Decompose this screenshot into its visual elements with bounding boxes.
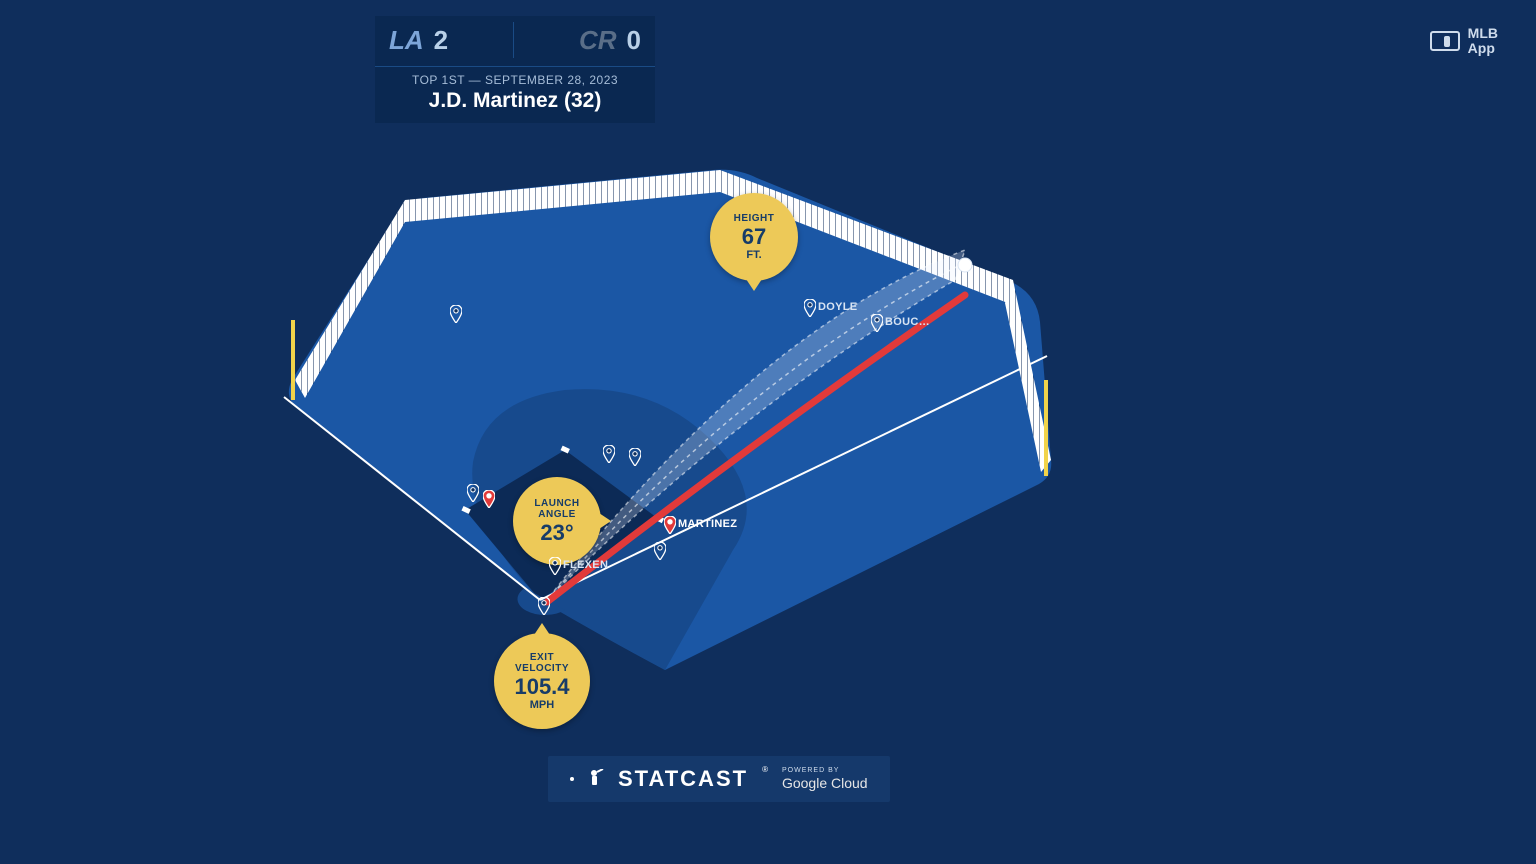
home-score: 0	[627, 25, 641, 56]
player-pin-ss2	[467, 484, 479, 502]
height-value: 67	[742, 226, 766, 248]
player-pin-batter	[664, 516, 676, 534]
game-inning-date: TOP 1ST — SEPTEMBER 28, 2023	[389, 73, 641, 87]
score-divider	[513, 22, 514, 58]
height-label: HEIGHT	[734, 213, 775, 224]
away-logo: LA	[389, 25, 424, 56]
exit-velocity-label1: EXIT	[530, 652, 554, 663]
game-batter-name: J.D. Martinez (32)	[389, 89, 641, 113]
mlb-logo-icon	[1430, 31, 1460, 51]
batter-icon	[588, 769, 604, 790]
player-pin-pitcher	[549, 557, 561, 575]
score-row: LA 2 CR 0	[375, 16, 655, 67]
player-pin-ss	[483, 490, 495, 508]
height-bubble: HEIGHT 67 FT.	[710, 193, 798, 281]
field-diagram	[265, 150, 1085, 710]
exit-velocity-unit: MPH	[530, 699, 554, 711]
player-pin-catcher	[538, 597, 550, 615]
away-team: LA 2	[389, 25, 448, 56]
statcast-brand: STATCAST	[618, 766, 748, 792]
foul-pole-left	[291, 320, 295, 400]
mlb-app-badge: MLB App	[1430, 26, 1498, 55]
player-label-rf: BOUC…	[885, 316, 930, 328]
player-pin-first	[654, 542, 666, 560]
scoreboard: LA 2 CR 0 TOP 1ST — SEPTEMBER 28, 2023 J…	[375, 16, 655, 123]
away-score: 2	[434, 25, 448, 56]
mlb-app-text: MLB App	[1468, 26, 1498, 55]
launch-angle-label1: LAUNCH	[534, 498, 579, 509]
height-unit: FT.	[746, 249, 761, 261]
baseball-icon	[958, 258, 972, 272]
statcast-powered: POWERED BY	[782, 767, 839, 775]
player-label-cf: DOYLE	[818, 301, 857, 313]
exit-velocity-bubble: EXIT VELOCITY 105.4 MPH	[494, 633, 590, 729]
game-meta: TOP 1ST — SEPTEMBER 28, 2023 J.D. Martin…	[375, 67, 655, 123]
player-pin-rf	[871, 314, 883, 332]
home-logo: CR	[579, 25, 617, 56]
launch-angle-value: 23°	[540, 522, 573, 544]
statcast-provider: Google Cloud	[782, 775, 868, 791]
foul-pole-right	[1044, 380, 1048, 476]
mlb-app-line1: MLB	[1468, 26, 1498, 41]
exit-velocity-label2: VELOCITY	[515, 663, 569, 674]
player-label-pitcher: FLEXEN	[563, 559, 608, 571]
player-pin-cf	[804, 299, 816, 317]
player-label-batter: MARTINEZ	[678, 518, 737, 530]
player-pin-second1	[603, 445, 615, 463]
launch-angle-bubble: LAUNCH ANGLE 23°	[513, 477, 601, 565]
player-pin-lf	[450, 305, 462, 323]
statcast-reg: ®	[762, 765, 768, 774]
player-pin-second2	[629, 448, 641, 466]
launch-angle-label2: ANGLE	[538, 509, 576, 520]
statcast-footer: STATCAST ® POWERED BY Google Cloud	[548, 756, 890, 802]
mlb-app-line2: App	[1468, 41, 1498, 56]
exit-velocity-value: 105.4	[514, 676, 569, 698]
home-team: CR 0	[579, 25, 641, 56]
dot-icon	[570, 777, 574, 781]
